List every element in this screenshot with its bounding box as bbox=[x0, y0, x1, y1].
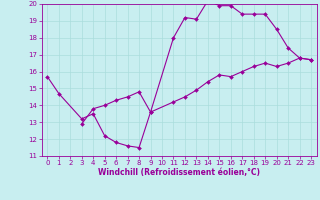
X-axis label: Windchill (Refroidissement éolien,°C): Windchill (Refroidissement éolien,°C) bbox=[98, 168, 260, 177]
